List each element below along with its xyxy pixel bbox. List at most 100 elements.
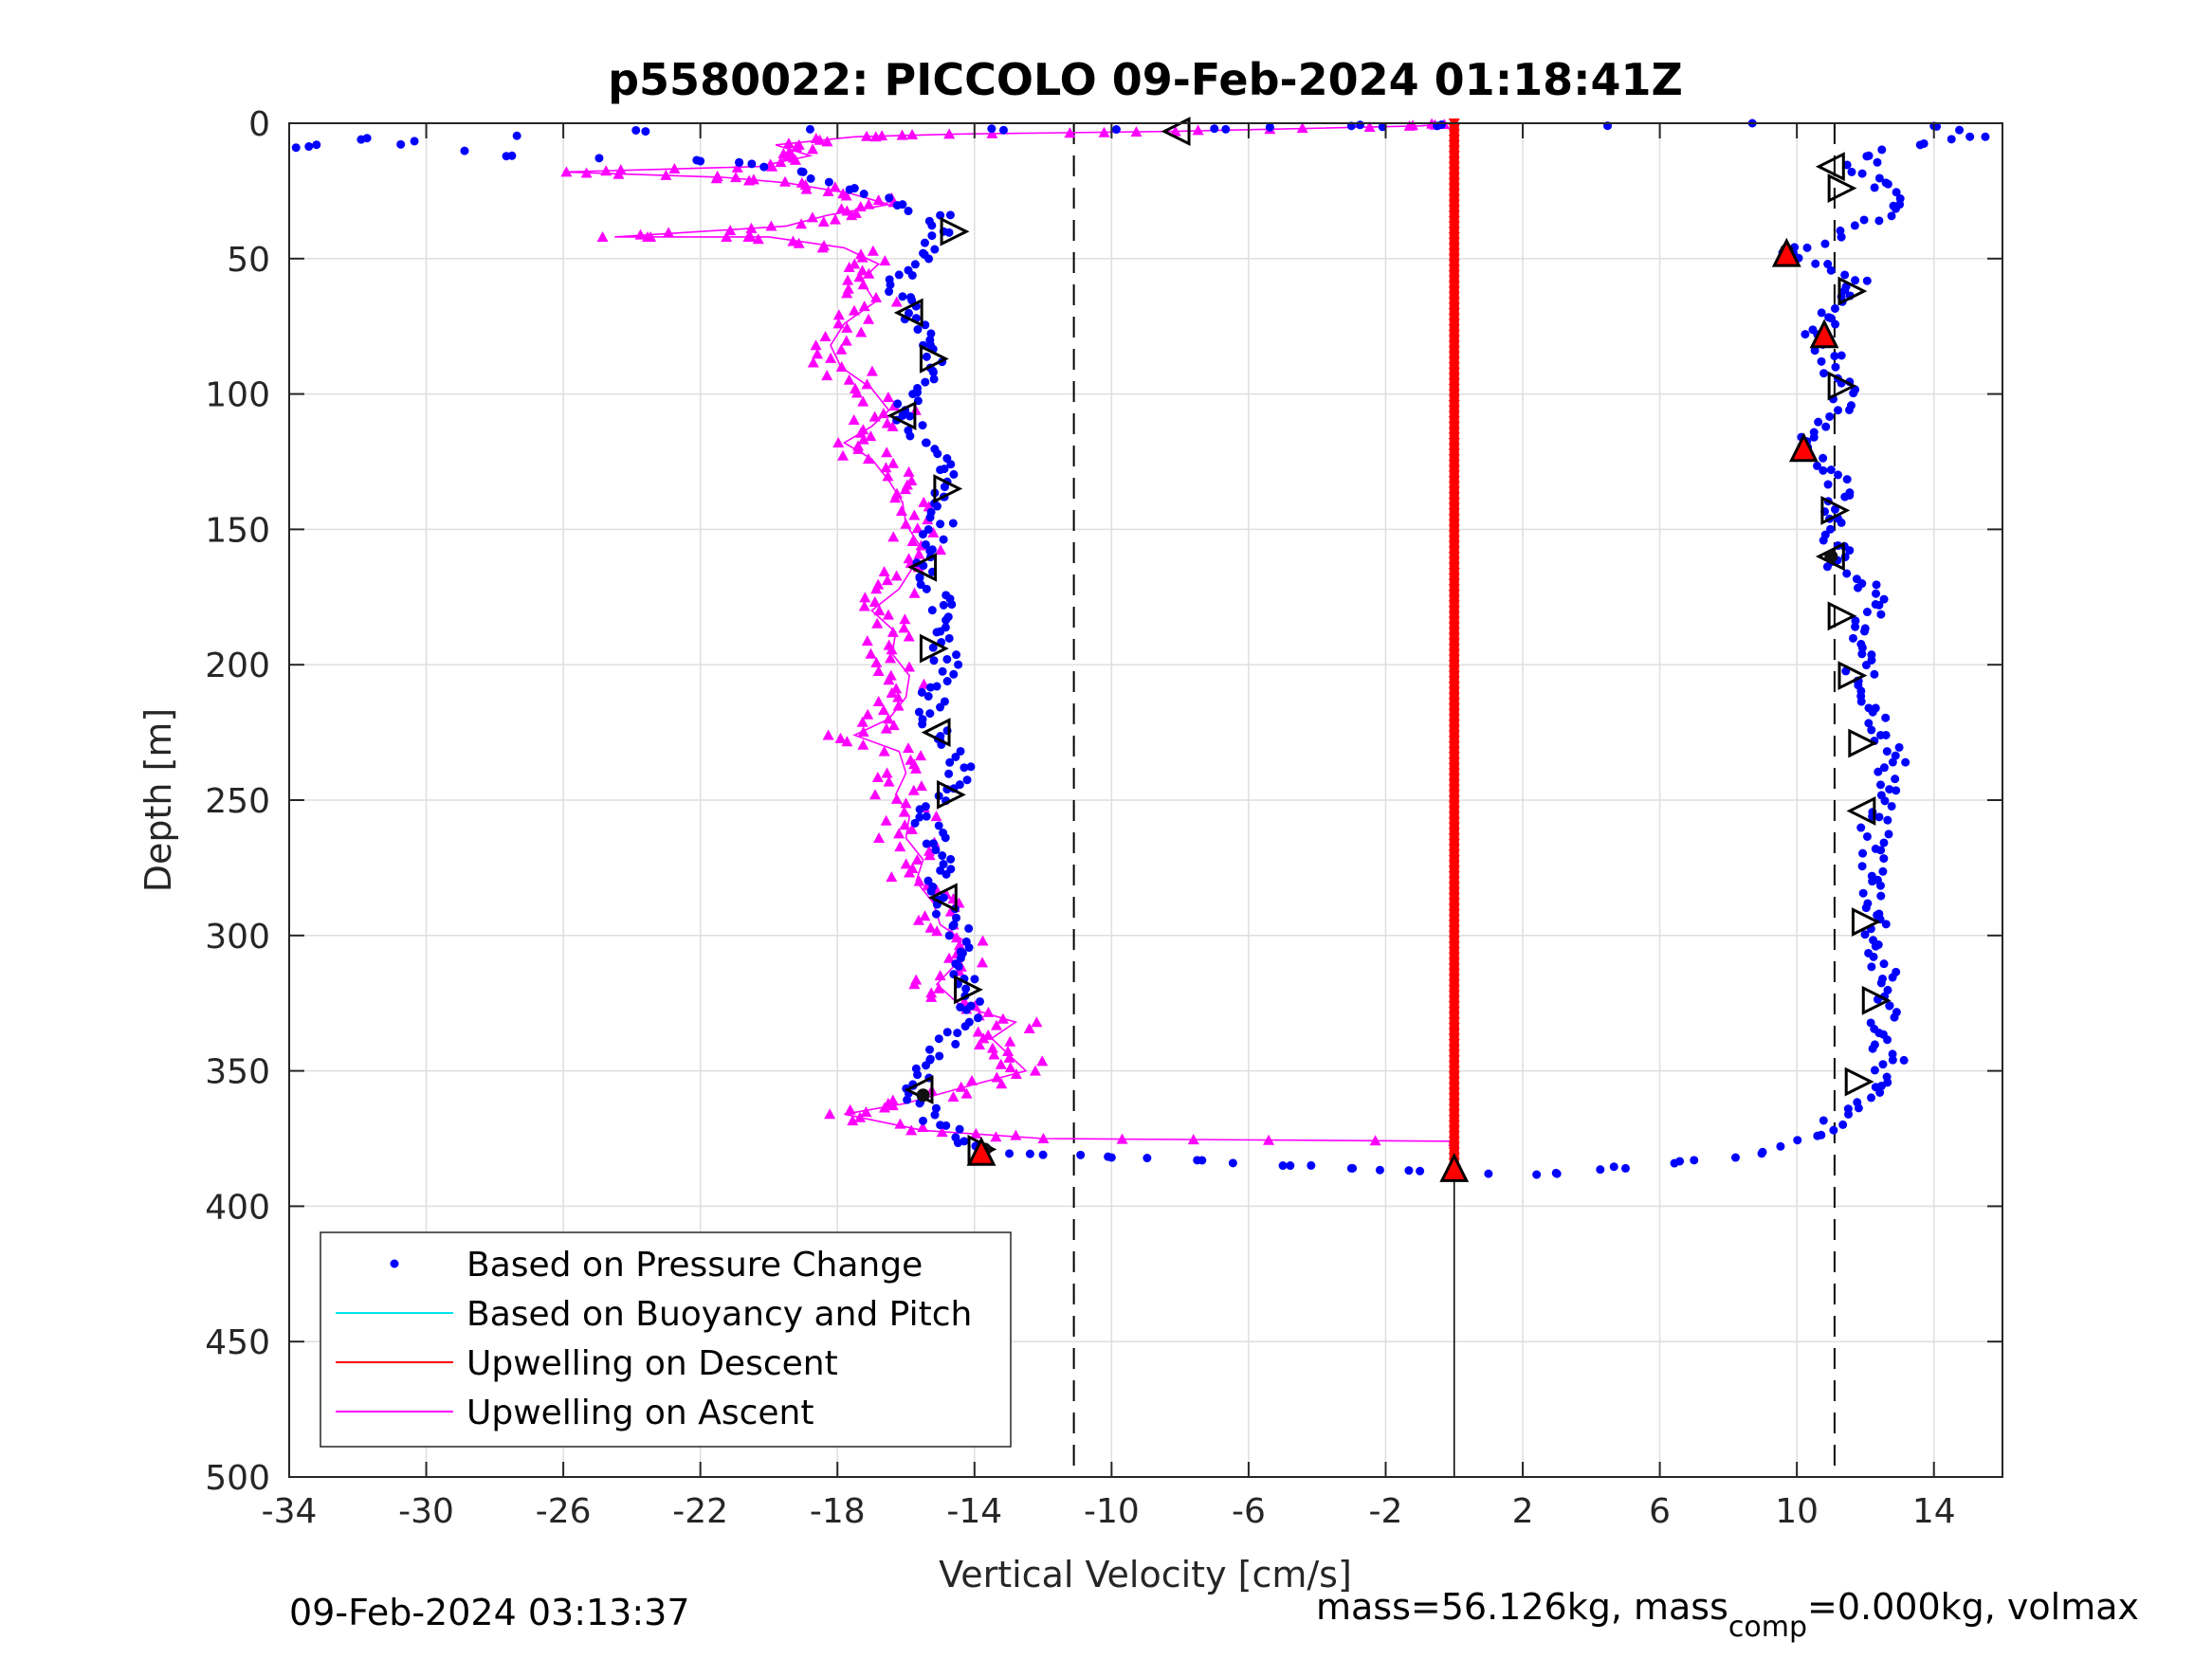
pressure-change-point	[974, 1013, 983, 1023]
pressure-change-point	[908, 390, 918, 399]
upwelling-ascent-point	[899, 819, 911, 830]
pressure-change-point	[1891, 775, 1900, 784]
upwelling-ascent-point	[910, 974, 923, 985]
upwelling-ascent-point	[896, 129, 908, 140]
upwelling-ascent-point	[972, 1026, 984, 1037]
upwelling-descent-point	[1448, 892, 1460, 903]
upwelling-descent-point	[1448, 740, 1460, 752]
upwelling-ascent-point	[795, 218, 808, 229]
direction-marker	[1846, 795, 1876, 826]
upwelling-descent-point	[1448, 692, 1460, 703]
upwelling-descent-point	[1448, 714, 1460, 725]
pressure-change-point	[1286, 1161, 1295, 1171]
direction-marker	[1851, 907, 1881, 937]
upwelling-descent-point	[1448, 421, 1460, 432]
upwelling-descent-point	[1448, 307, 1460, 319]
upwelling-descent-point	[1448, 952, 1460, 963]
x-tick-label: 2	[1512, 1492, 1534, 1531]
pressure-change-point	[924, 216, 934, 226]
pressure-change-point	[961, 984, 971, 994]
upwelling-descent-point	[1448, 540, 1460, 552]
upwelling-ascent-point	[840, 335, 852, 346]
pressure-change-point	[885, 287, 894, 297]
upwelling-ascent-point	[765, 220, 777, 231]
pressure-change-point	[1881, 713, 1891, 722]
pressure-change-point	[921, 539, 930, 549]
upwelling-descent-point	[1448, 502, 1460, 514]
pressure-change-point	[927, 231, 937, 241]
upwelling-ascent-point	[1023, 1023, 1035, 1034]
pressure-change-point	[904, 207, 913, 216]
direction-marker	[921, 718, 951, 748]
upwelling-descent-point	[1448, 1028, 1460, 1039]
upwelling-descent-point	[1448, 199, 1460, 210]
upwelling-descent-point	[1448, 519, 1460, 530]
upwelling-descent-point	[1448, 167, 1460, 178]
pressure-change-point	[919, 1116, 928, 1125]
upwelling-ascent-point	[882, 609, 894, 620]
upwelling-descent-point	[1448, 811, 1460, 823]
upwelling-ascent-point	[857, 726, 869, 738]
pressure-change-point	[1830, 504, 1839, 514]
upwelling-ascent-point	[986, 127, 998, 138]
upwelling-descent-point	[1448, 870, 1460, 882]
pressure-change-point	[1867, 1093, 1876, 1103]
pressure-change-point	[1881, 920, 1891, 929]
pressure-change-point	[1830, 352, 1839, 361]
pressure-change-point	[923, 876, 933, 885]
upwelling-ascent-point	[887, 531, 900, 542]
pressure-change-point	[1857, 579, 1867, 589]
upwelling-ascent-point	[872, 194, 885, 206]
pressure-change-point	[904, 426, 913, 435]
upwelling-descent-point	[1448, 876, 1460, 887]
upwelling-descent-point	[1448, 345, 1460, 356]
upwelling-ascent-point	[793, 138, 805, 150]
pressure-change-point	[1850, 221, 1859, 230]
pressure-change-point	[956, 947, 965, 957]
pressure-change-point	[931, 909, 941, 919]
upwelling-descent-point	[1448, 795, 1460, 806]
pressure-change-point	[1857, 649, 1867, 659]
pressure-change-point	[1874, 600, 1884, 610]
upwelling-ascent-point	[887, 626, 899, 637]
upwelling-ascent-point	[614, 164, 627, 175]
upwelling-descent-point	[1448, 736, 1460, 747]
pressure-change-point	[1670, 1158, 1679, 1168]
upwelling-ascent-point	[872, 665, 885, 677]
pressure-change-point	[1878, 1060, 1888, 1069]
upwelling-descent-point	[1448, 1006, 1460, 1017]
pressure-change-point	[930, 245, 940, 254]
pressure-change-point	[1810, 346, 1819, 356]
upwelling-ascent-point	[943, 952, 956, 963]
pressure-change-point	[1851, 622, 1860, 631]
upwelling-ascent-point	[1037, 1133, 1050, 1143]
upwelling-ascent-point	[887, 1094, 899, 1105]
pressure-change-point	[1819, 536, 1828, 545]
upwelling-descent-point	[1448, 1012, 1460, 1023]
x-tick-label: -18	[810, 1492, 866, 1531]
pressure-change-point	[1885, 1001, 1894, 1011]
pressure-change-point	[921, 802, 930, 811]
upwelling-descent-point	[1448, 606, 1460, 617]
direction-marker	[919, 344, 949, 374]
upwelling-ascent-point	[848, 304, 860, 316]
x-tick-label: -22	[672, 1492, 728, 1531]
y-tick-labels: 0 50 100 150 200 250 300 350 400 450 500	[205, 105, 270, 1498]
pressure-change-point	[1947, 135, 1956, 144]
pressure-change-point	[943, 612, 953, 622]
upwelling-ascent-point	[731, 161, 743, 173]
upwelling-descent-point	[1448, 183, 1460, 194]
pressure-change-point	[1856, 697, 1866, 706]
upwelling-ascent-point	[829, 213, 841, 225]
upwelling-descent-point	[1448, 589, 1460, 600]
pressure-change-point	[1888, 1055, 1897, 1065]
upwelling-ascent-point	[903, 630, 915, 642]
upwelling-ascent-point	[855, 326, 868, 337]
upwelling-ascent-point	[854, 1111, 867, 1122]
pressure-change-point	[1861, 903, 1871, 913]
pressure-change-point	[904, 308, 913, 318]
upwelling-descent-point	[1448, 746, 1460, 757]
upwelling-ascent-point	[881, 767, 893, 778]
upwelling-descent-point	[1448, 752, 1460, 763]
upwelling-ascent-point	[747, 173, 759, 185]
